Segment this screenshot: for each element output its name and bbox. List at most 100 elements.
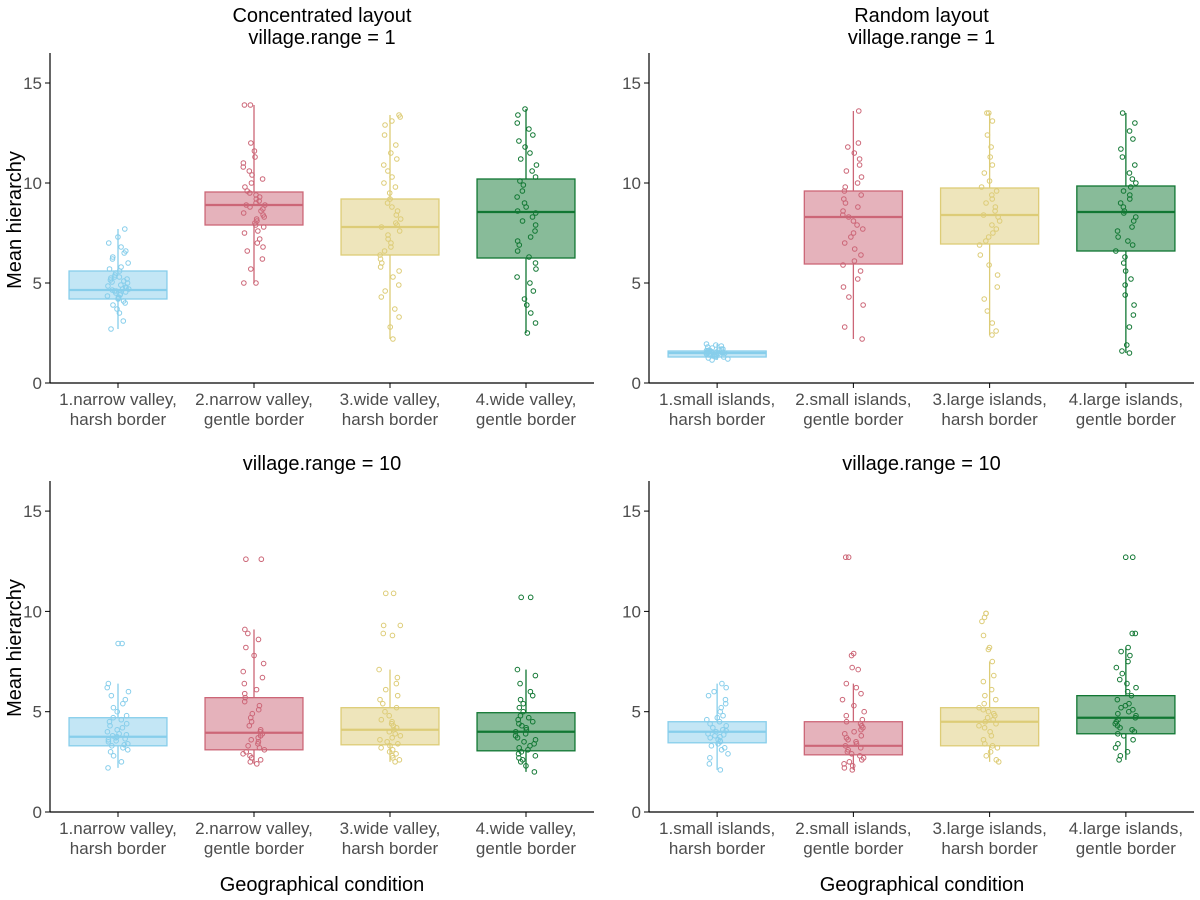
data-point xyxy=(1114,228,1121,234)
panel-title: village.range = 1 xyxy=(248,27,395,49)
box-group-1 xyxy=(667,680,767,773)
data-point xyxy=(379,700,386,707)
panel-title: village.range = 1 xyxy=(848,27,995,49)
x-tick-label: gentle border xyxy=(803,839,904,858)
data-point xyxy=(994,272,1001,278)
data-point xyxy=(843,712,850,719)
data-point xyxy=(843,680,850,687)
x-tick-label: 1.narrow valley, xyxy=(59,390,177,409)
data-point xyxy=(718,346,725,352)
data-point xyxy=(988,144,994,150)
data-point xyxy=(251,652,257,659)
data-point xyxy=(394,156,400,162)
data-point xyxy=(851,702,857,709)
data-point xyxy=(720,726,726,733)
data-point xyxy=(1124,680,1130,687)
data-point xyxy=(858,732,865,739)
data-point xyxy=(526,126,532,132)
data-point xyxy=(987,728,993,735)
data-point xyxy=(849,664,855,671)
data-point xyxy=(525,714,532,721)
data-point xyxy=(512,732,519,739)
data-point xyxy=(1129,554,1136,561)
data-point xyxy=(989,192,995,198)
data-point xyxy=(389,718,395,725)
data-point xyxy=(256,702,263,709)
data-point xyxy=(1126,350,1133,356)
y-axis-label-top: Mean hierarchy xyxy=(4,151,26,289)
data-point xyxy=(240,668,247,675)
data-point xyxy=(1126,192,1133,198)
data-point xyxy=(116,310,123,316)
data-point xyxy=(1120,260,1127,266)
data-point xyxy=(720,731,727,738)
data-point xyxy=(243,556,249,563)
data-point xyxy=(378,224,385,230)
data-point xyxy=(981,724,988,731)
data-point xyxy=(260,224,267,230)
data-point xyxy=(1117,200,1124,206)
data-point xyxy=(242,626,248,633)
data-point xyxy=(121,226,128,232)
data-point xyxy=(980,678,987,685)
data-point xyxy=(381,180,387,186)
data-point xyxy=(384,738,390,745)
data-point xyxy=(105,240,112,246)
data-point xyxy=(396,314,402,320)
data-point xyxy=(1129,242,1136,248)
data-point xyxy=(849,763,856,769)
data-point xyxy=(533,162,540,168)
data-point xyxy=(530,132,536,138)
data-point xyxy=(705,730,711,737)
data-point xyxy=(1127,652,1133,659)
data-point xyxy=(980,736,987,743)
data-point xyxy=(850,230,857,236)
data-point xyxy=(1114,696,1121,703)
data-point xyxy=(976,704,982,711)
data-point xyxy=(839,696,846,703)
data-point xyxy=(845,214,852,220)
data-point xyxy=(853,738,859,745)
data-point xyxy=(845,554,852,561)
data-point xyxy=(520,700,527,707)
data-point xyxy=(124,740,131,747)
data-point xyxy=(1119,348,1125,354)
data-point xyxy=(240,210,247,216)
box xyxy=(204,697,304,751)
data-point xyxy=(118,264,124,270)
data-point xyxy=(119,724,126,731)
data-point xyxy=(109,256,116,262)
data-point xyxy=(514,208,521,214)
data-point xyxy=(393,751,399,757)
data-point xyxy=(854,180,861,186)
data-point xyxy=(718,704,724,711)
data-point xyxy=(840,262,846,268)
data-point xyxy=(855,204,861,210)
x-tick-label: 4.wide valley, xyxy=(476,390,577,409)
data-point xyxy=(109,254,116,260)
data-point xyxy=(387,324,394,330)
data-point xyxy=(386,728,393,735)
data-point xyxy=(385,236,391,242)
data-point xyxy=(248,140,254,146)
data-point xyxy=(393,704,400,711)
data-point xyxy=(532,672,539,679)
data-point xyxy=(390,274,396,280)
data-point xyxy=(394,208,401,214)
data-point xyxy=(523,302,530,308)
data-point xyxy=(107,749,114,755)
data-point xyxy=(1113,664,1120,671)
data-point xyxy=(261,747,268,753)
data-point xyxy=(993,757,1000,763)
y-axis-label-bottom: Mean hierarchy xyxy=(4,579,26,717)
data-point xyxy=(108,326,114,332)
box xyxy=(939,707,1040,747)
data-point xyxy=(257,757,264,763)
data-point xyxy=(980,212,987,218)
data-point xyxy=(1122,554,1129,561)
data-point xyxy=(851,728,857,735)
data-point xyxy=(243,202,250,208)
